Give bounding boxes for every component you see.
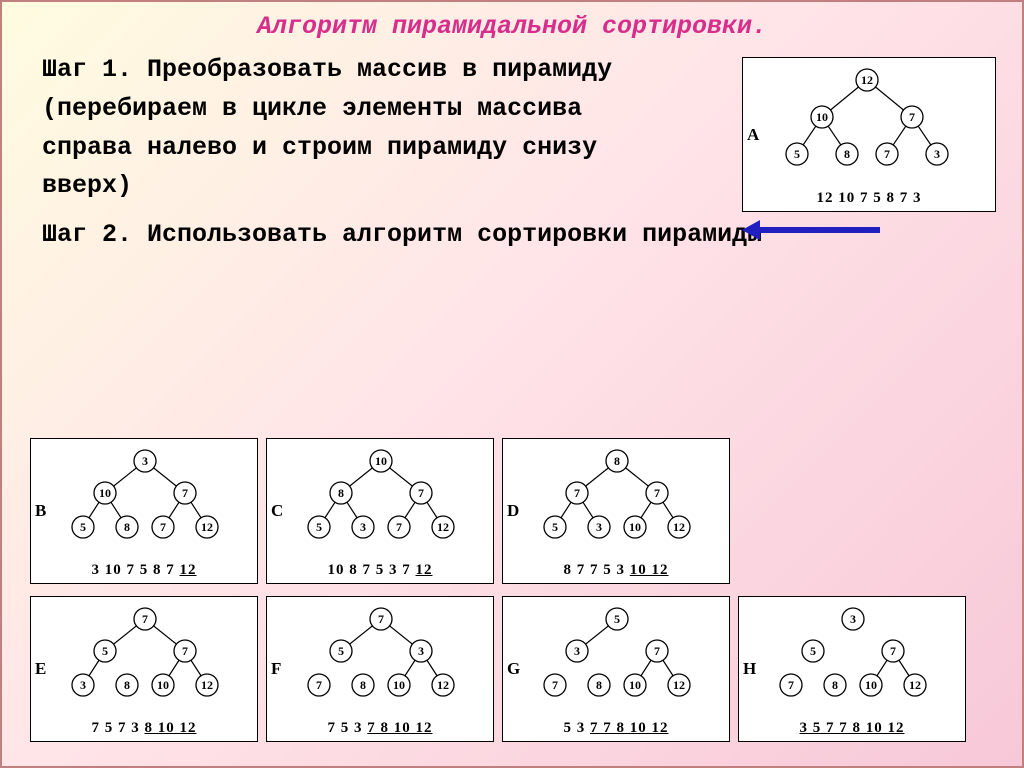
panel-label: F	[271, 659, 281, 679]
svg-text:10: 10	[375, 454, 387, 468]
svg-text:12: 12	[673, 678, 685, 692]
svg-text:10: 10	[157, 678, 169, 692]
svg-text:7: 7	[396, 520, 402, 534]
svg-text:8: 8	[614, 454, 620, 468]
array-sequence: 8 7 7 5 3 10 12	[503, 562, 729, 579]
heap-panel-H: H3577810123 5 7 7 8 10 12	[738, 596, 966, 742]
array-sequence: 3 10 7 5 8 7 12	[31, 562, 257, 579]
heap-tree: 8 7 7 5 3 10 12	[521, 443, 727, 559]
heap-panel-E: E7573810127 5 7 3 8 10 12	[30, 596, 258, 742]
svg-text:8: 8	[832, 678, 838, 692]
page-title: Алгоритм пирамидальной сортировки.	[2, 2, 1022, 41]
svg-text:8: 8	[360, 678, 366, 692]
heap-panel-F: F7537810127 5 3 7 8 10 12	[266, 596, 494, 742]
heap-tree: 3 10 7 5 8 7 12	[49, 443, 255, 559]
array-sequence: 5 3 7 7 8 10 12	[503, 720, 729, 737]
svg-text:10: 10	[393, 678, 405, 692]
svg-text:7: 7	[182, 486, 188, 500]
heap-tree: 3 5 7 7 8 10 12	[757, 601, 963, 717]
heap-panel-D: D8775310128 7 7 5 3 10 12	[502, 438, 730, 584]
svg-text:7: 7	[160, 520, 166, 534]
heap-panel-G: G5377810125 3 7 7 8 10 12	[502, 596, 730, 742]
svg-text:5: 5	[614, 612, 620, 626]
svg-text:5: 5	[552, 520, 558, 534]
array-sequence: 10 8 7 5 3 7 12	[267, 562, 493, 579]
svg-text:7: 7	[788, 678, 794, 692]
heap-panel-C: C10875371210 8 7 5 3 7 12	[266, 438, 494, 584]
svg-text:12: 12	[201, 678, 213, 692]
svg-text:8: 8	[338, 486, 344, 500]
panel-label: H	[743, 659, 756, 679]
left-arrow-icon	[742, 220, 882, 240]
svg-text:7: 7	[182, 644, 188, 658]
svg-text:10: 10	[629, 678, 641, 692]
svg-text:8: 8	[124, 520, 130, 534]
panel-label: G	[507, 659, 520, 679]
heap-tree: 10 8 7 5 3 7 12	[285, 443, 491, 559]
svg-text:12: 12	[861, 73, 873, 87]
array-sequence: 7 5 7 3 8 10 12	[31, 720, 257, 737]
step-1-text: Шаг 1. Преобразовать массив в пирамиду (…	[2, 41, 722, 206]
svg-text:7: 7	[884, 147, 890, 161]
svg-text:8: 8	[596, 678, 602, 692]
heap-tree: 12 10 7 5 8 7 3	[761, 62, 993, 187]
panel-label: D	[507, 501, 519, 521]
svg-text:5: 5	[794, 147, 800, 161]
svg-text:7: 7	[378, 612, 384, 626]
svg-text:5: 5	[810, 644, 816, 658]
svg-text:7: 7	[552, 678, 558, 692]
svg-text:5: 5	[80, 520, 86, 534]
svg-text:12: 12	[201, 520, 213, 534]
svg-text:7: 7	[316, 678, 322, 692]
svg-text:12: 12	[437, 678, 449, 692]
svg-text:12: 12	[909, 678, 921, 692]
svg-text:3: 3	[80, 678, 86, 692]
svg-text:7: 7	[142, 612, 148, 626]
svg-text:12: 12	[673, 520, 685, 534]
svg-text:5: 5	[338, 644, 344, 658]
svg-text:10: 10	[865, 678, 877, 692]
svg-text:10: 10	[816, 110, 828, 124]
svg-text:3: 3	[850, 612, 856, 626]
panel-label: A	[747, 125, 759, 145]
heap-tree: 5 3 7 7 8 10 12	[521, 601, 727, 717]
svg-text:12: 12	[437, 520, 449, 534]
svg-text:7: 7	[574, 486, 580, 500]
svg-text:3: 3	[574, 644, 580, 658]
svg-text:7: 7	[909, 110, 915, 124]
svg-text:3: 3	[360, 520, 366, 534]
array-sequence: 7 5 3 7 8 10 12	[267, 720, 493, 737]
svg-text:3: 3	[596, 520, 602, 534]
array-sequence: 3 5 7 7 8 10 12	[739, 720, 965, 737]
svg-text:5: 5	[102, 644, 108, 658]
panel-label: C	[271, 501, 283, 521]
svg-text:8: 8	[844, 147, 850, 161]
svg-text:7: 7	[890, 644, 896, 658]
svg-text:7: 7	[418, 486, 424, 500]
panel-label: E	[35, 659, 46, 679]
svg-text:3: 3	[934, 147, 940, 161]
svg-text:7: 7	[654, 486, 660, 500]
svg-text:10: 10	[629, 520, 641, 534]
svg-text:10: 10	[99, 486, 111, 500]
svg-text:8: 8	[124, 678, 130, 692]
svg-text:7: 7	[654, 644, 660, 658]
heap-tree: 7 5 7 3 8 10 12	[49, 601, 255, 717]
heap-panel-A: A12107587312 10 7 5 8 7 3	[742, 57, 996, 212]
panel-label: B	[35, 501, 46, 521]
svg-text:5: 5	[316, 520, 322, 534]
heap-panel-B: B3107587123 10 7 5 8 7 12	[30, 438, 258, 584]
svg-text:3: 3	[418, 644, 424, 658]
heap-tree: 7 5 3 7 8 10 12	[285, 601, 491, 717]
array-sequence: 12 10 7 5 8 7 3	[743, 190, 995, 207]
svg-text:3: 3	[142, 454, 148, 468]
